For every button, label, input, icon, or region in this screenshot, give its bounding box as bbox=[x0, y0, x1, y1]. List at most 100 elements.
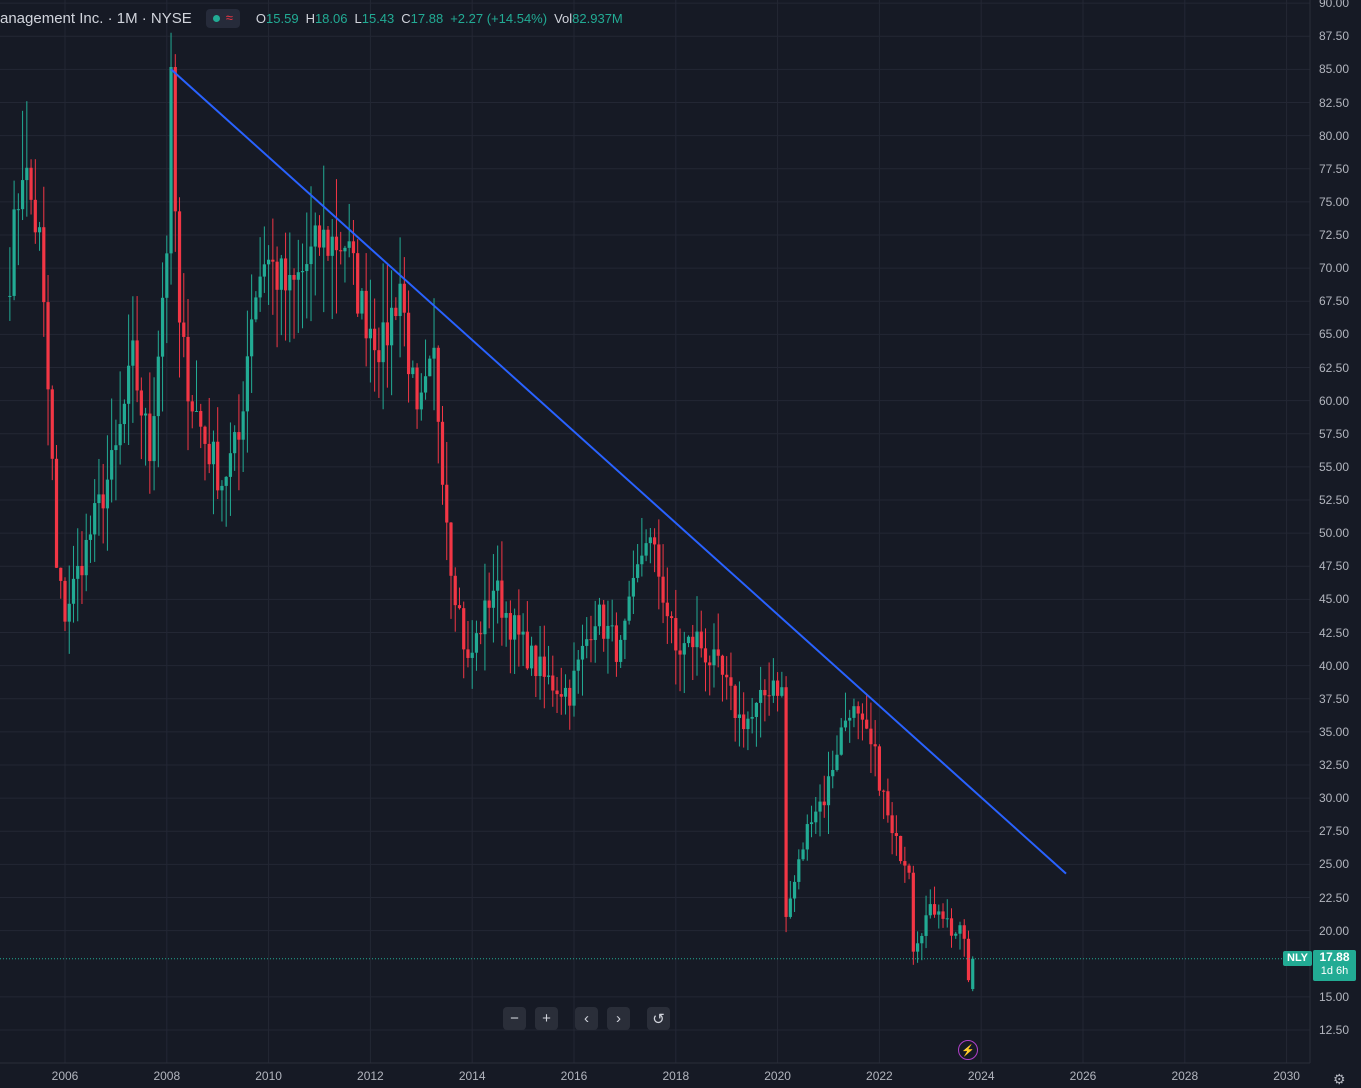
candle-body bbox=[406, 312, 411, 375]
candle-body bbox=[368, 328, 372, 339]
time-tick-label: 2020 bbox=[764, 1069, 791, 1083]
candle-body bbox=[873, 744, 877, 747]
candle-body bbox=[267, 259, 271, 265]
candle-body bbox=[725, 674, 729, 678]
ohlc-value: 15.59 bbox=[266, 10, 299, 26]
candle-body bbox=[835, 754, 839, 770]
candle-body bbox=[860, 713, 865, 720]
candle-body bbox=[665, 602, 669, 617]
candle-body bbox=[843, 720, 848, 728]
candle-body bbox=[67, 603, 71, 622]
candle-body bbox=[767, 695, 771, 697]
candle-body bbox=[597, 604, 602, 627]
candle-body bbox=[453, 575, 457, 606]
candle-body bbox=[194, 410, 199, 412]
candle-body bbox=[669, 616, 674, 619]
candle-body bbox=[190, 401, 194, 412]
symbol-title[interactable]: anagement Inc. · 1M · NYSE bbox=[0, 9, 192, 27]
candle-body bbox=[907, 865, 911, 873]
candle-body bbox=[254, 297, 258, 320]
plus-icon[interactable]: + bbox=[535, 1007, 558, 1030]
time-tick-label: 2018 bbox=[662, 1069, 690, 1083]
price-tick-label: 25.00 bbox=[1318, 857, 1349, 872]
candle-body bbox=[890, 815, 894, 834]
chevron-right-icon[interactable]: › bbox=[607, 1007, 630, 1030]
candle-body bbox=[46, 302, 50, 390]
candle-body bbox=[364, 290, 368, 339]
candle-body bbox=[436, 347, 440, 422]
ohlc-value: +2.27 (+14.54%) bbox=[450, 10, 548, 26]
candle-body bbox=[445, 484, 449, 523]
candle-body bbox=[224, 476, 228, 486]
chevron-left-icon[interactable]: ‹ bbox=[575, 1007, 598, 1030]
candle-body bbox=[93, 503, 97, 535]
last-price-value: 17.88 bbox=[1319, 950, 1350, 964]
candle-body bbox=[76, 565, 80, 579]
candle-body bbox=[640, 555, 644, 565]
candle-body bbox=[894, 833, 898, 836]
candle-body bbox=[644, 543, 648, 556]
candle-body bbox=[97, 494, 101, 504]
candle-body bbox=[903, 861, 907, 866]
candle-body bbox=[207, 443, 211, 465]
candle-body bbox=[593, 626, 597, 640]
price-tick-label: 12.50 bbox=[1318, 1023, 1349, 1037]
candle-body bbox=[317, 225, 322, 248]
candle-body bbox=[182, 322, 186, 337]
candle-body bbox=[233, 432, 237, 454]
ohlc-value: 82.937M bbox=[572, 10, 623, 26]
candle-body bbox=[419, 392, 423, 410]
trendline bbox=[170, 68, 1067, 875]
candle-body bbox=[428, 358, 432, 377]
candle-body bbox=[283, 258, 288, 291]
candle-body bbox=[636, 564, 640, 578]
candle-body bbox=[122, 403, 126, 425]
candle-body bbox=[415, 367, 419, 410]
candle-body bbox=[962, 925, 966, 939]
candle-body bbox=[80, 565, 84, 576]
candle-body bbox=[160, 297, 165, 357]
minus-icon[interactable]: − bbox=[503, 1007, 526, 1030]
price-tick-label: 55.00 bbox=[1318, 459, 1349, 474]
candle-body bbox=[101, 494, 105, 509]
candle-body bbox=[360, 290, 364, 314]
candle-body bbox=[580, 645, 585, 660]
candle-body bbox=[12, 209, 16, 296]
candle-body bbox=[42, 227, 46, 303]
price-tick-label: 57.50 bbox=[1318, 426, 1349, 441]
candle-body bbox=[733, 685, 737, 719]
candle-body bbox=[542, 656, 546, 677]
candle-body bbox=[423, 376, 428, 393]
price-tick-label: 90.00 bbox=[1318, 0, 1349, 11]
candle-body bbox=[691, 636, 695, 648]
lightning-icon[interactable]: ⚡ bbox=[958, 1040, 978, 1060]
candle-body bbox=[339, 250, 343, 252]
time-tick-label: 2016 bbox=[560, 1069, 588, 1083]
candle-body bbox=[275, 261, 279, 290]
candle-body bbox=[958, 925, 962, 934]
candle-body bbox=[262, 264, 266, 277]
candle-body bbox=[771, 680, 775, 696]
price-tick-label: 32.50 bbox=[1318, 758, 1349, 772]
candle-body bbox=[559, 694, 563, 697]
price-tick-label: 62.50 bbox=[1318, 360, 1349, 375]
candle-body bbox=[84, 539, 88, 576]
gear-icon[interactable]: ⚙ bbox=[1333, 1071, 1346, 1087]
candle-body bbox=[186, 336, 190, 402]
candle-body bbox=[241, 411, 245, 440]
candle-body bbox=[920, 935, 924, 944]
price-tick-label: 82.50 bbox=[1318, 95, 1349, 110]
candle-body bbox=[699, 631, 703, 649]
reset-icon[interactable]: ↺ bbox=[647, 1007, 670, 1030]
candle-body bbox=[546, 675, 551, 677]
price-tick-label: 60.00 bbox=[1318, 393, 1349, 408]
candle-body bbox=[882, 790, 886, 792]
status-pill[interactable]: ≈ bbox=[205, 8, 240, 28]
candle-body bbox=[652, 537, 657, 545]
time-tick-label: 2008 bbox=[153, 1069, 181, 1083]
candle-body bbox=[534, 645, 538, 677]
wave-icon: ≈ bbox=[225, 10, 233, 25]
candle-body bbox=[788, 898, 792, 917]
